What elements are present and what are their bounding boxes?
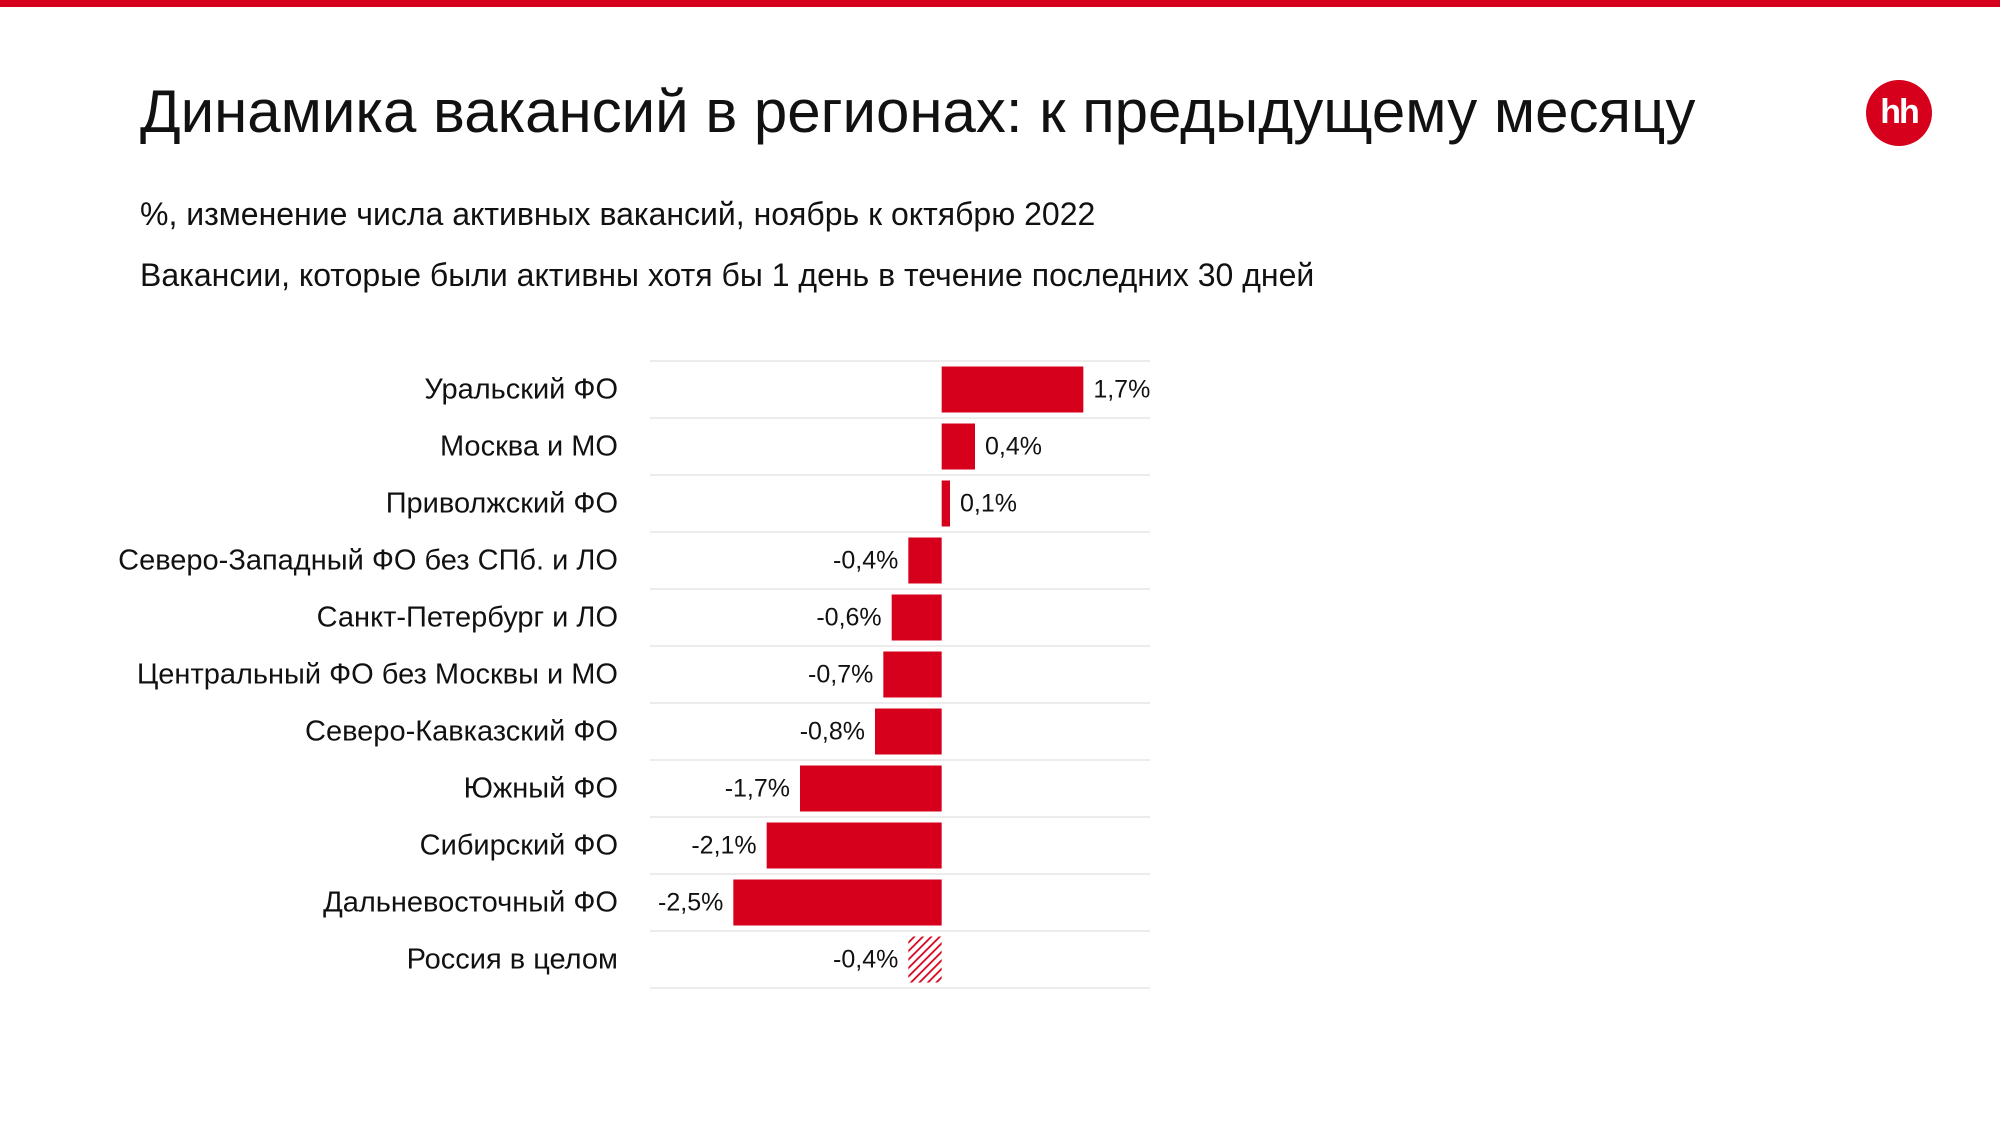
bar xyxy=(941,366,1084,413)
category-label: Москва и МО xyxy=(440,431,618,463)
chart-subtitle: %, изменение числа активных вакансий, но… xyxy=(140,196,1096,232)
category-label: Северо-Кавказский ФО xyxy=(305,716,618,748)
category-labels: Уральский ФО Москва и МО Приволжский ФО Сев… xyxy=(118,374,618,976)
category-label: Дальневосточный ФО xyxy=(323,887,618,919)
bar xyxy=(883,651,942,698)
bar xyxy=(800,765,942,812)
gridlines xyxy=(650,360,1150,989)
value-label: -0,6% xyxy=(816,604,881,632)
bars xyxy=(733,366,1084,983)
value-label: -0,4% xyxy=(833,547,898,575)
bar-total xyxy=(908,936,942,983)
category-label: Центральный ФО без Москвы и МО xyxy=(137,659,618,691)
value-labels: 1,7% 0,4% 0,1% -0,4% -0,6% -0,7% -0,8% -1,7% -2,… xyxy=(658,376,1150,974)
category-label: Южный ФО xyxy=(464,773,618,805)
page-title: Динамика вакансий в регионах: к предыдущ… xyxy=(140,78,1696,145)
bar xyxy=(733,879,942,926)
value-label: -1,7% xyxy=(725,775,790,803)
value-label: -0,7% xyxy=(808,661,873,689)
category-label: Уральский ФО xyxy=(424,374,618,406)
value-label: 0,1% xyxy=(960,490,1017,518)
category-label: Россия в целом xyxy=(407,944,618,976)
category-label: Сибирский ФО xyxy=(420,830,618,862)
hh-logo: hh xyxy=(1866,80,1932,146)
bar xyxy=(908,537,942,584)
value-label: -0,4% xyxy=(833,946,898,974)
bar xyxy=(766,822,942,869)
value-label: 1,7% xyxy=(1093,376,1150,404)
value-label: 0,4% xyxy=(985,433,1042,461)
category-label: Северо-Западный ФО без СПб. и ЛО xyxy=(118,545,618,577)
value-label: -2,1% xyxy=(691,832,756,860)
top-accent-bar xyxy=(0,0,2000,7)
value-label: -0,8% xyxy=(800,718,865,746)
bar xyxy=(941,423,975,470)
value-label: -2,5% xyxy=(658,889,723,917)
bar xyxy=(875,708,942,755)
chart-note: Вакансии, которые были активны хотя бы 1… xyxy=(140,257,1315,293)
bar xyxy=(941,480,950,527)
category-label: Санкт-Петербург и ЛО xyxy=(317,602,618,634)
category-label: Приволжский ФО xyxy=(386,488,618,520)
bar xyxy=(891,594,942,641)
